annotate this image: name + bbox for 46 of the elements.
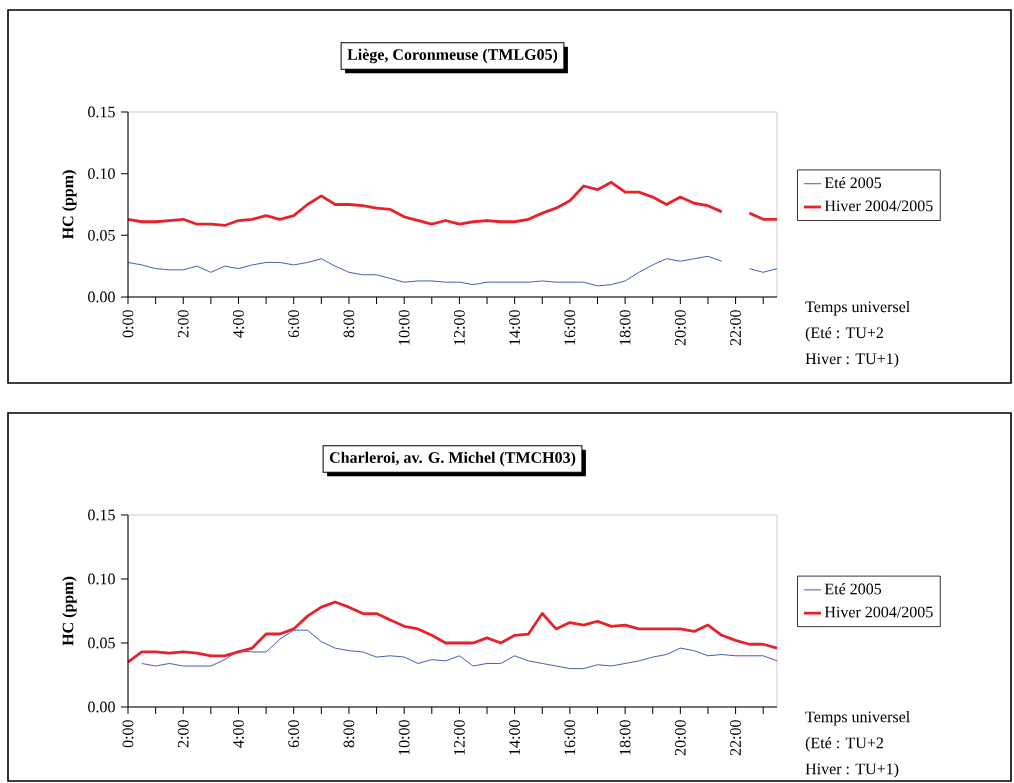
y-axis-title: HC (ppm) [62,170,77,240]
x-tick-label: 4:00 [233,720,244,748]
x-tick-label: 20:00 [674,310,686,346]
y-tick-label: 0.05 [88,637,115,649]
x-tick-label: 6:00 [288,720,300,748]
y-tick-label: 0.15 [88,509,115,521]
x-tick-label: 18:00 [619,720,631,755]
x-tick-label: 14:00 [509,720,521,755]
chart-title: Liège, Coronmeuse (TMLG05) [347,48,558,64]
x-tick-label: 20:00 [674,720,686,756]
text: (Eté : TU+2 [805,326,884,342]
x-axis-title: Temps universel [805,300,910,316]
y-tick-label: 0.00 [88,291,115,303]
x-tick-label: 2:00 [177,310,189,338]
chart-title: Charleroi, av. G. Michel (TMCH03) [329,451,576,467]
legend-label: Eté 2005 [824,583,882,595]
x-tick-label: 10:00 [398,720,410,755]
x-axis-title: Temps universel [805,711,910,726]
x-tick-label: 12:00 [453,310,465,345]
x-tick-label: 8:00 [343,720,355,748]
y-tick-label: 0.00 [88,701,115,713]
y-tick-label: 0.05 [88,229,115,241]
x-tick-label: 10:00 [398,310,410,345]
y-tick-label: 0.10 [88,573,115,585]
y-axis-title: HC (ppm) [62,576,77,646]
legend-label: Eté 2005 [824,176,882,189]
x-tick-label: 16:00 [564,720,576,755]
x-tick-label: 16:00 [564,310,576,345]
text: Hiver : TU+1) [805,763,899,778]
text: Hiver : TU+1) [805,352,899,368]
y-tick-label: 0.15 [88,106,115,118]
x-tick-label: 0:00 [122,310,134,338]
x-tick-label: 18:00 [619,310,631,345]
x-tick-label: 2:00 [177,720,189,748]
text: (Eté : TU+2 [805,737,884,752]
x-tick-label: 12:00 [453,720,465,755]
x-tick-label: 0:00 [122,720,134,748]
x-tick-label: 4:00 [233,310,244,338]
x-tick-label: 22:00 [730,310,742,346]
y-tick-label: 0.10 [88,168,115,180]
x-tick-label: 14:00 [509,310,521,345]
x-tick-label: 22:00 [730,720,742,756]
legend-label: Hiver 2004/2005 [824,606,933,618]
x-tick-label: 8:00 [343,310,355,338]
x-tick-label: 6:00 [288,310,300,338]
legend-label: Hiver 2004/2005 [824,200,933,212]
